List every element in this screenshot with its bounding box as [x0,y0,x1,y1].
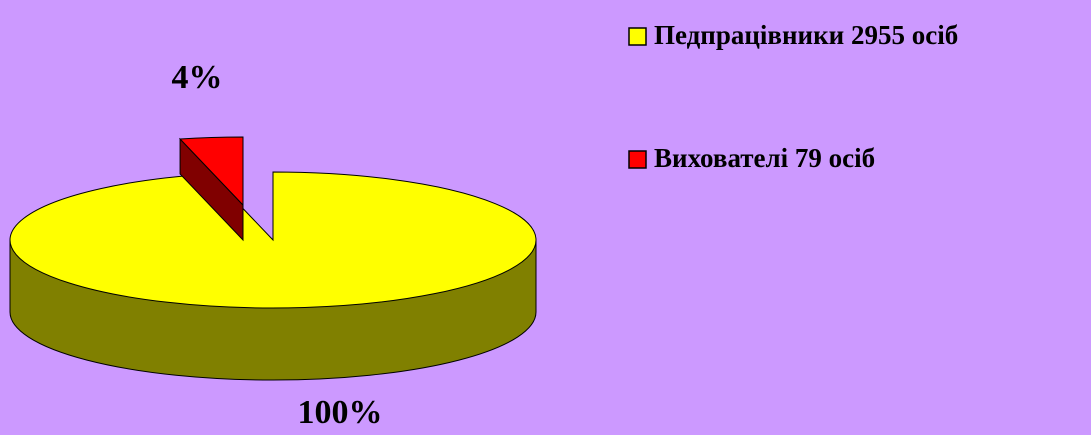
slice-part [9,171,537,309]
data-label: 4% [172,59,223,96]
legend-swatch [628,27,647,46]
legend-swatch [628,150,647,169]
data-label: 100% [298,394,383,431]
pie-slice [178,136,244,242]
pie-slice [9,171,537,381]
legend-label: Педпрацівники 2955 осіб [654,20,958,50]
slice-part [178,136,244,207]
legend-label: Вихователі 79 осіб [654,143,875,173]
